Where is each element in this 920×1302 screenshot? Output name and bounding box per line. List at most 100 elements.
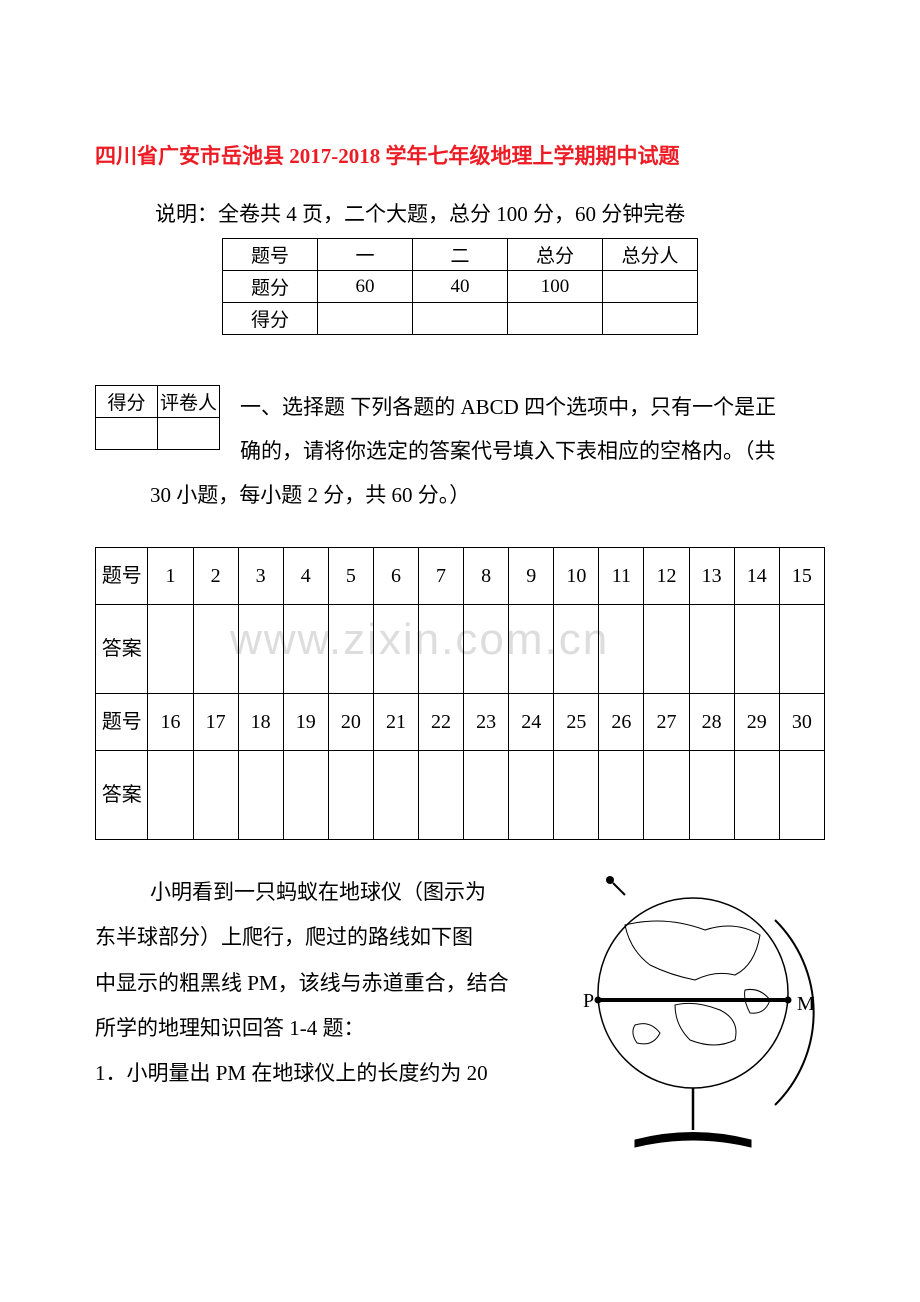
cell: 29 — [734, 694, 779, 751]
cell — [373, 751, 418, 840]
answer-row-label: 题号 — [96, 548, 148, 605]
cell — [689, 605, 734, 694]
cell: 一 — [318, 239, 413, 271]
cell — [328, 751, 373, 840]
cell — [328, 605, 373, 694]
cell: 9 — [509, 548, 554, 605]
answer-grid-table: 题号 1 2 3 4 5 6 7 8 9 10 11 12 13 14 15 答… — [95, 547, 825, 840]
cell — [373, 605, 418, 694]
globe-diagram: P M — [575, 875, 825, 1160]
answer-row-label: 题号 — [96, 694, 148, 751]
cell-label: 题号 — [223, 239, 318, 271]
cell — [193, 751, 238, 840]
text-line: 东半球部分）上爬行，爬过的路线如下图 — [95, 925, 473, 949]
text-line: 所学的地理知识回答 1-4 题： — [95, 1016, 365, 1040]
cell: 总分人 — [603, 239, 698, 271]
cell — [554, 605, 599, 694]
cell — [508, 303, 603, 335]
cell: 2 — [193, 548, 238, 605]
table-row: 得分 — [223, 303, 698, 335]
cell: 22 — [419, 694, 464, 751]
cell — [599, 751, 644, 840]
cell — [464, 605, 509, 694]
globe-label-p: P — [583, 990, 594, 1012]
section-line: 30 小题，每小题 2 分，共 60 分。） — [150, 483, 470, 507]
cell — [413, 303, 508, 335]
text-line: 中显示的粗黑线 PM，该线与赤道重合，结合 — [95, 971, 509, 995]
cell — [734, 605, 779, 694]
cell: 24 — [509, 694, 554, 751]
cell: 15 — [779, 548, 824, 605]
globe-icon: P M — [575, 875, 825, 1155]
cell: 100 — [508, 271, 603, 303]
cell: 总分 — [508, 239, 603, 271]
cell — [509, 751, 554, 840]
cell-label: 得分 — [223, 303, 318, 335]
cell: 30 — [779, 694, 824, 751]
table-row: 题分 60 40 100 — [223, 271, 698, 303]
cell: 6 — [373, 548, 418, 605]
score-summary-table: 题号 一 二 总分 总分人 题分 60 40 100 得分 — [222, 238, 698, 335]
grader-name-header: 评卷人 — [158, 386, 220, 418]
cell — [238, 751, 283, 840]
table-row: 题号 一 二 总分 总分人 — [223, 239, 698, 271]
cell: 26 — [599, 694, 644, 751]
cell: 27 — [644, 694, 689, 751]
table-row — [96, 418, 220, 450]
cell: 3 — [238, 548, 283, 605]
cell: 13 — [689, 548, 734, 605]
cell — [509, 605, 554, 694]
table-row: 得分 评卷人 — [96, 386, 220, 418]
grader-score-cell — [96, 418, 158, 450]
grader-name-cell — [158, 418, 220, 450]
cell — [238, 605, 283, 694]
cell — [419, 751, 464, 840]
cell: 7 — [419, 548, 464, 605]
exam-title: 四川省广安市岳池县 2017-2018 学年七年级地理上学期期中试题 — [95, 140, 825, 170]
table-row: 题号 16 17 18 19 20 21 22 23 24 25 26 27 2… — [96, 694, 825, 751]
table-row: 答案 — [96, 751, 825, 840]
cell — [779, 751, 824, 840]
cell: 18 — [238, 694, 283, 751]
cell: 14 — [734, 548, 779, 605]
table-row: 题号 1 2 3 4 5 6 7 8 9 10 11 12 13 14 15 — [96, 548, 825, 605]
cell — [689, 751, 734, 840]
table-row: 答案 — [96, 605, 825, 694]
cell: 1 — [148, 548, 193, 605]
section-line: 确的，请将你选定的答案代号填入下表相应的空格内。（共 — [240, 439, 776, 463]
cell — [419, 605, 464, 694]
cell: 4 — [283, 548, 328, 605]
cell — [554, 751, 599, 840]
cell: 40 — [413, 271, 508, 303]
exam-subtitle: 说明：全卷共 4 页，二个大题，总分 100 分，60 分钟完卷 — [95, 198, 825, 228]
cell: 60 — [318, 271, 413, 303]
cell: 28 — [689, 694, 734, 751]
text-line: 小明看到一只蚂蚁在地球仪（图示为 — [150, 880, 486, 904]
grader-score-header: 得分 — [96, 386, 158, 418]
cell — [464, 751, 509, 840]
cell: 19 — [283, 694, 328, 751]
cell: 16 — [148, 694, 193, 751]
section-line: 一、选择题 下列各题的 ABCD 四个选项中，只有一个是正 — [240, 395, 776, 419]
text-line: 1．小明量出 PM 在地球仪上的长度约为 20 — [95, 1061, 488, 1085]
answer-row-label: 答案 — [96, 605, 148, 694]
cell: 23 — [464, 694, 509, 751]
cell — [599, 605, 644, 694]
cell: 8 — [464, 548, 509, 605]
section-one-intro-cont: 30 小题，每小题 2 分，共 60 分。） — [95, 473, 825, 517]
cell: 二 — [413, 239, 508, 271]
cell: 5 — [328, 548, 373, 605]
cell — [148, 751, 193, 840]
cell — [644, 605, 689, 694]
cell — [148, 605, 193, 694]
cell — [283, 605, 328, 694]
cell — [603, 271, 698, 303]
cell: 17 — [193, 694, 238, 751]
cell — [318, 303, 413, 335]
cell — [283, 751, 328, 840]
cell — [779, 605, 824, 694]
cell — [193, 605, 238, 694]
cell — [603, 303, 698, 335]
cell: 25 — [554, 694, 599, 751]
cell: 21 — [373, 694, 418, 751]
